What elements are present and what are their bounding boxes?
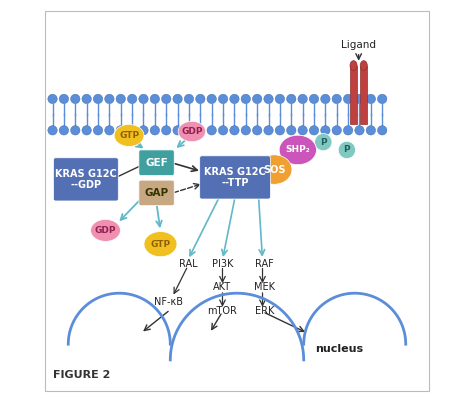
Circle shape (184, 126, 194, 135)
Circle shape (230, 94, 239, 103)
Circle shape (287, 94, 296, 103)
Circle shape (275, 94, 284, 103)
Text: KRAS G12C
--GDP: KRAS G12C --GDP (55, 169, 117, 190)
Circle shape (298, 126, 307, 135)
Circle shape (173, 94, 182, 103)
Text: P: P (320, 138, 327, 146)
Ellipse shape (360, 60, 367, 70)
Text: SOS: SOS (263, 164, 285, 175)
Circle shape (320, 126, 330, 135)
Circle shape (377, 126, 387, 135)
Text: GAP: GAP (145, 188, 169, 198)
Ellipse shape (350, 60, 357, 70)
Circle shape (71, 94, 80, 103)
FancyBboxPatch shape (54, 158, 118, 201)
Circle shape (173, 126, 182, 135)
Circle shape (116, 94, 126, 103)
Ellipse shape (91, 219, 120, 241)
Text: FIGURE 2: FIGURE 2 (53, 369, 110, 380)
Circle shape (230, 126, 239, 135)
Text: GDP: GDP (95, 226, 116, 235)
Circle shape (59, 94, 69, 103)
Circle shape (59, 126, 69, 135)
Circle shape (93, 94, 103, 103)
Text: GTP: GTP (150, 240, 171, 249)
Circle shape (48, 94, 57, 103)
Circle shape (105, 126, 114, 135)
Circle shape (93, 126, 103, 135)
Circle shape (219, 94, 228, 103)
Circle shape (275, 126, 284, 135)
Circle shape (253, 94, 262, 103)
Ellipse shape (114, 125, 144, 146)
Circle shape (105, 94, 114, 103)
Circle shape (355, 94, 364, 103)
Text: RAF: RAF (255, 259, 274, 269)
Ellipse shape (256, 155, 292, 184)
Text: mTOR: mTOR (208, 306, 237, 316)
Circle shape (320, 94, 330, 103)
Circle shape (162, 126, 171, 135)
Circle shape (264, 126, 273, 135)
Text: KRAS G12C
--TTP: KRAS G12C --TTP (204, 167, 266, 188)
Circle shape (310, 94, 319, 103)
Circle shape (139, 126, 148, 135)
Circle shape (338, 141, 356, 158)
Circle shape (139, 94, 148, 103)
Circle shape (355, 126, 364, 135)
Circle shape (184, 94, 194, 103)
Text: RAL: RAL (179, 259, 197, 269)
Circle shape (377, 94, 387, 103)
Bar (350, 66, 357, 125)
Circle shape (315, 133, 332, 151)
Circle shape (241, 94, 250, 103)
Circle shape (128, 126, 137, 135)
Text: PI3K: PI3K (212, 259, 233, 269)
Circle shape (162, 94, 171, 103)
Circle shape (196, 126, 205, 135)
Circle shape (219, 126, 228, 135)
Text: Ligand: Ligand (341, 40, 376, 50)
Circle shape (253, 126, 262, 135)
Ellipse shape (279, 135, 317, 165)
Text: ERK: ERK (255, 306, 274, 316)
Text: MEK: MEK (254, 282, 275, 292)
Ellipse shape (144, 232, 177, 257)
Circle shape (150, 126, 160, 135)
Circle shape (287, 126, 296, 135)
FancyBboxPatch shape (139, 150, 174, 176)
Circle shape (82, 126, 91, 135)
Text: GDP: GDP (181, 127, 202, 136)
Circle shape (343, 94, 353, 103)
Circle shape (366, 94, 375, 103)
Text: AKT: AKT (213, 282, 231, 292)
FancyBboxPatch shape (139, 180, 174, 206)
FancyBboxPatch shape (200, 156, 270, 199)
Circle shape (150, 94, 160, 103)
Circle shape (128, 94, 137, 103)
Circle shape (196, 94, 205, 103)
Circle shape (332, 126, 341, 135)
Circle shape (264, 94, 273, 103)
Circle shape (366, 126, 375, 135)
Circle shape (207, 126, 217, 135)
Circle shape (82, 94, 91, 103)
Circle shape (241, 126, 250, 135)
Circle shape (332, 94, 341, 103)
Circle shape (116, 126, 126, 135)
Ellipse shape (178, 121, 206, 142)
Bar (360, 66, 367, 125)
Text: P: P (344, 145, 350, 154)
Circle shape (48, 126, 57, 135)
Text: GEF: GEF (145, 158, 168, 168)
Circle shape (298, 94, 307, 103)
Text: SHP₂: SHP₂ (285, 145, 310, 154)
Text: GTP: GTP (119, 131, 139, 140)
Circle shape (71, 126, 80, 135)
Text: nucleus: nucleus (315, 344, 363, 354)
Circle shape (310, 126, 319, 135)
Circle shape (207, 94, 217, 103)
Text: NF-κB: NF-κB (154, 297, 183, 307)
Circle shape (343, 126, 353, 135)
